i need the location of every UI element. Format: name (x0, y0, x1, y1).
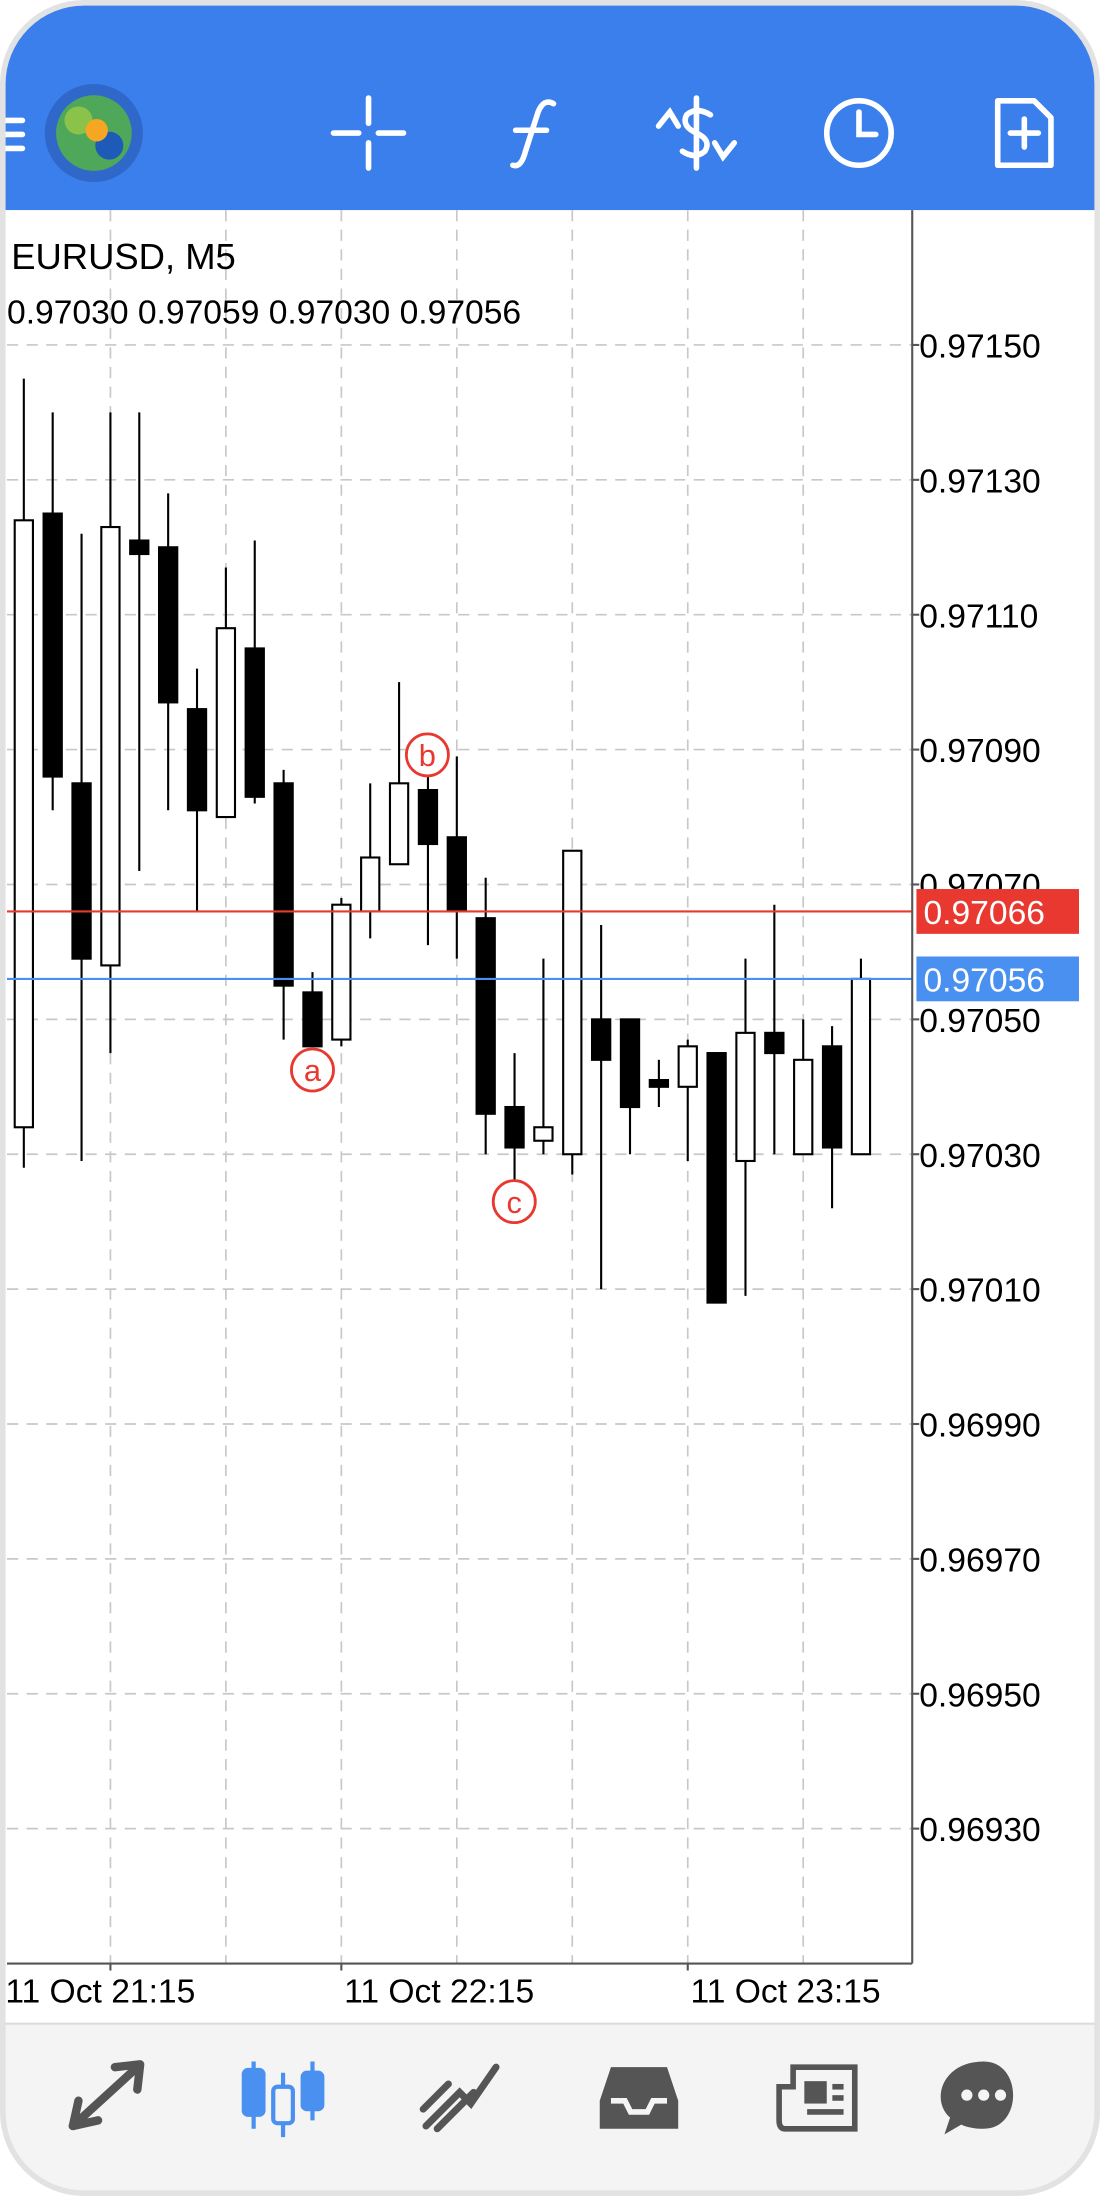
y-tick-label: 0.97030 (919, 1138, 1041, 1175)
candle-body (244, 647, 265, 798)
y-tick-label: 0.97130 (919, 463, 1041, 500)
chart-title: EURUSD, M5 (11, 236, 236, 277)
annotation-label: c (507, 1185, 522, 1220)
candle-body (360, 856, 381, 913)
bottom-nav (2, 2023, 1098, 2194)
y-tick-label: 0.97050 (919, 1003, 1041, 1040)
trade-tab[interactable] (419, 2063, 500, 2133)
candle-body (764, 1031, 785, 1055)
candle-body (157, 546, 179, 704)
candle-body (13, 519, 34, 1129)
indicators-button[interactable] (510, 99, 557, 169)
price-tag-label: 0.97066 (923, 895, 1045, 932)
candle-body (186, 708, 208, 812)
price-tag (916, 956, 1079, 1002)
messages-tab[interactable] (940, 2061, 1014, 2135)
chart-tab[interactable] (241, 2061, 325, 2138)
crosshair-button[interactable] (330, 95, 407, 171)
x-tick-label: 11 Oct 21:15 (5, 1974, 195, 2011)
candle-body (504, 1105, 525, 1149)
candle-body (850, 977, 872, 1156)
annotation-label: a (304, 1053, 322, 1088)
candle-body (215, 627, 237, 819)
annotation: a (290, 1047, 335, 1093)
candle-body (619, 1018, 641, 1109)
toolbar (2, 2, 1098, 211)
candle-body (677, 1045, 698, 1088)
y-tick-label: 0.97150 (919, 329, 1041, 366)
candle-body (735, 1031, 756, 1163)
candle-body (129, 539, 150, 556)
price-tag (916, 889, 1079, 934)
candle-body (533, 1126, 554, 1142)
plot-area (7, 210, 913, 1964)
quotes-tab[interactable] (68, 2060, 145, 2131)
price-tag-label: 0.97056 (923, 963, 1045, 1000)
y-tick-label: 0.97110 (919, 598, 1038, 635)
y-tick-label: 0.96990 (919, 1408, 1041, 1445)
candle-body (475, 917, 496, 1115)
candle-body (71, 782, 92, 960)
axes: 0.96930 0.96950 0.96970 0.96990 0.97010 0.970… (5, 329, 1079, 2011)
annotation-label: b (419, 738, 436, 773)
candle-body (821, 1045, 843, 1149)
candle-body (446, 836, 467, 913)
candle-body (793, 1058, 814, 1156)
candle-body (648, 1079, 670, 1088)
y-tick-label: 0.96950 (919, 1677, 1041, 1714)
candle-body (417, 789, 439, 846)
timeframe-button[interactable] (823, 98, 895, 169)
menu-button[interactable] (0, 117, 26, 152)
annotation: c (491, 1179, 537, 1225)
ohlc-readout: 0.97030 0.97059 0.97030 0.97056 (7, 295, 521, 332)
x-tick-label: 11 Oct 23:15 (691, 1974, 881, 2011)
app-logo[interactable] (44, 84, 143, 183)
x-tick-label: 11 Oct 22:15 (344, 1974, 534, 2011)
new-order-button[interactable] (994, 98, 1054, 169)
candle-body (331, 903, 352, 1041)
y-tick-label: 0.96930 (919, 1812, 1041, 1849)
candle-body (388, 782, 410, 866)
y-tick-label: 0.97090 (919, 733, 1041, 770)
candle-body (100, 525, 121, 967)
annotation: b (404, 732, 450, 778)
trade-button[interactable] (655, 95, 738, 171)
candle-body (273, 782, 294, 987)
candle-body (562, 849, 583, 1156)
candle-body (590, 1018, 612, 1061)
y-tick-label: 0.97010 (919, 1273, 1041, 1310)
candle-body (302, 991, 323, 1048)
y-tick-label: 0.96970 (919, 1542, 1041, 1579)
history-tab[interactable] (599, 2067, 679, 2129)
news-tab[interactable] (776, 2064, 858, 2132)
candle-body (706, 1052, 727, 1304)
candle-body (42, 512, 63, 778)
